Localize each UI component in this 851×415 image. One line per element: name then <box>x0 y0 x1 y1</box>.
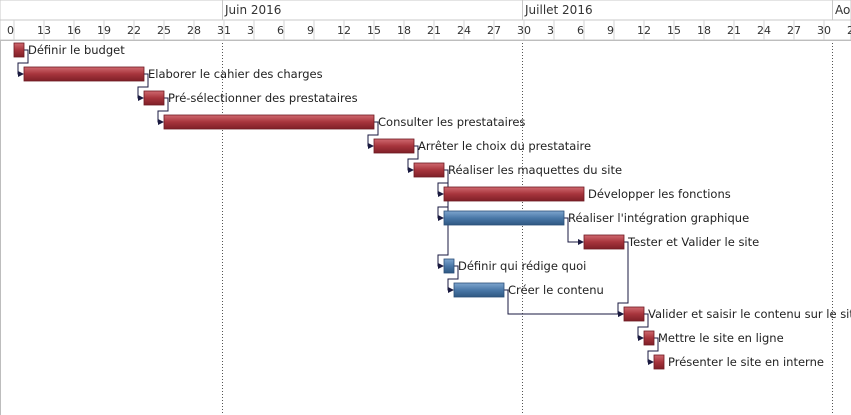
task-bar <box>453 282 505 298</box>
day-tick-label: 9 <box>607 24 614 37</box>
dependency-link <box>504 289 624 317</box>
day-tick-label: 21 <box>727 24 741 37</box>
dependency-link <box>564 217 584 245</box>
task-bar <box>13 42 25 58</box>
day-tick-label: 12 <box>337 24 351 37</box>
task-label: Présenter le site en interne <box>668 355 824 369</box>
task-label: Définir qui rédige quoi <box>458 259 586 273</box>
task-label: Définir le budget <box>28 43 125 57</box>
dependency-links <box>17 49 659 365</box>
dependency-link <box>647 337 659 365</box>
task-bar <box>643 330 655 346</box>
month-label: Juillet 2016 <box>524 3 593 17</box>
month-header-row <box>0 0 851 21</box>
task-label: Développer les fonctions <box>588 187 731 201</box>
day-tick-label: 3 <box>247 24 254 37</box>
task-label: Valider et saisir le contenu sur le site <box>648 307 851 321</box>
task-label: Elaborer le cahier des charges <box>148 67 323 81</box>
task-bar <box>143 90 165 106</box>
task-bar <box>163 114 375 130</box>
dependency-link <box>17 49 29 77</box>
task-bar <box>443 258 455 274</box>
day-tick-label: 30 <box>517 24 531 37</box>
day-tick-label: 31 <box>217 24 231 37</box>
dependency-link <box>437 169 449 269</box>
task-label: Tester et Valider le site <box>627 235 759 249</box>
task-bars <box>13 42 665 370</box>
day-tick-label: 18 <box>397 24 411 37</box>
grid-layer <box>0 40 833 415</box>
day-tick-label: 6 <box>277 24 284 37</box>
task-labels: Définir le budget Elaborer le cahier des … <box>28 43 851 369</box>
month-label: Août <box>835 3 851 17</box>
task-label: Consulter les prestataires <box>378 115 525 129</box>
day-tick-label: 9 <box>307 24 314 37</box>
task-label: Réaliser l'intégration graphique <box>568 211 749 225</box>
day-tick-label: 15 <box>667 24 681 37</box>
task-bar <box>373 138 415 154</box>
day-tick-label: 24 <box>457 24 471 37</box>
day-tick-label: 12 <box>637 24 651 37</box>
dependency-link <box>637 313 649 341</box>
task-bar <box>623 306 645 322</box>
task-bar <box>443 186 585 202</box>
day-tick-label: 22 <box>127 24 141 37</box>
dependency-link <box>447 265 459 293</box>
day-tick-label: 27 <box>787 24 801 37</box>
day-tick-label: 3 <box>547 24 554 37</box>
task-bar <box>443 210 565 226</box>
dependency-link <box>407 145 419 173</box>
day-tick-label: 19 <box>97 24 111 37</box>
task-bar <box>583 234 625 250</box>
day-tick-label: 16 <box>67 24 81 37</box>
task-label: Réaliser les maquettes du site <box>448 163 622 177</box>
task-bar <box>653 354 665 370</box>
dependency-link <box>367 121 379 149</box>
task-label: Arrêter le choix du prestataire <box>418 139 591 153</box>
day-tick-label: 18 <box>697 24 711 37</box>
task-label: Pré-sélectionner des prestataires <box>168 91 358 105</box>
day-tick-label: 24 <box>757 24 771 37</box>
day-tick-label: 15 <box>367 24 381 37</box>
task-label: Créer le contenu <box>508 283 604 297</box>
day-tick-label: 30 <box>817 24 831 37</box>
day-tick-label: 25 <box>157 24 171 37</box>
day-tick-label: 0 <box>7 24 14 37</box>
month-label: Juin 2016 <box>224 3 281 17</box>
day-tick-label: 2 <box>847 24 851 37</box>
task-bar <box>413 162 445 178</box>
day-tick-label: 28 <box>187 24 201 37</box>
dependency-link <box>157 97 169 125</box>
dependency-link <box>617 241 629 317</box>
task-label: Mettre le site en ligne <box>658 331 784 345</box>
day-tick-label: 27 <box>487 24 501 37</box>
dependency-link <box>137 73 149 101</box>
day-tick-label: 6 <box>577 24 584 37</box>
task-bar <box>23 66 145 82</box>
day-tick-label: 13 <box>37 24 51 37</box>
day-tick-label: 21 <box>427 24 441 37</box>
